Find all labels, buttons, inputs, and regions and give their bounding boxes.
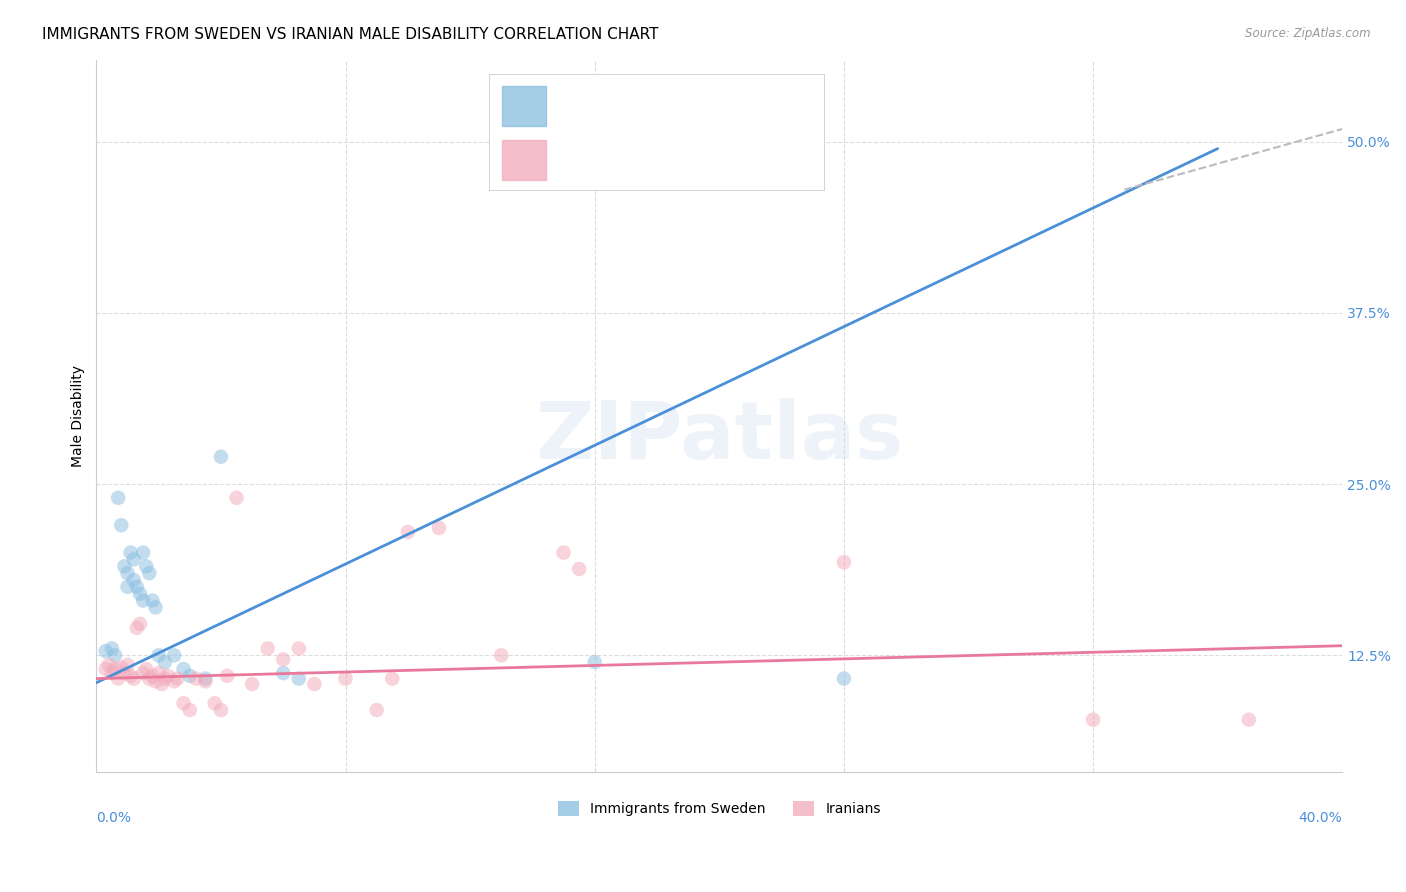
Point bbox=[366, 703, 388, 717]
Point bbox=[117, 580, 139, 594]
Point bbox=[506, 148, 529, 162]
Point bbox=[148, 666, 170, 681]
Point bbox=[225, 491, 247, 505]
Point bbox=[141, 669, 163, 683]
Text: ZIPatlas: ZIPatlas bbox=[536, 398, 904, 476]
Point bbox=[141, 593, 163, 607]
Point bbox=[138, 672, 160, 686]
Text: 0.0%: 0.0% bbox=[97, 811, 131, 825]
Point bbox=[173, 662, 195, 676]
Point bbox=[125, 580, 148, 594]
Point bbox=[1081, 713, 1104, 727]
Point bbox=[288, 672, 311, 686]
Point bbox=[271, 666, 294, 681]
Point bbox=[179, 703, 201, 717]
Point bbox=[194, 672, 217, 686]
Point bbox=[135, 559, 157, 574]
Point bbox=[271, 652, 294, 666]
Point bbox=[491, 648, 513, 663]
Point bbox=[112, 666, 135, 681]
Point bbox=[288, 641, 311, 656]
Point bbox=[122, 552, 145, 566]
Point bbox=[125, 621, 148, 635]
Point bbox=[112, 559, 135, 574]
Point bbox=[120, 669, 142, 683]
Point bbox=[568, 562, 591, 576]
Point bbox=[122, 672, 145, 686]
Point bbox=[153, 672, 176, 686]
Point bbox=[132, 593, 155, 607]
Point bbox=[150, 677, 173, 691]
Point bbox=[335, 672, 357, 686]
Point bbox=[194, 674, 217, 689]
Point bbox=[104, 648, 127, 663]
Y-axis label: Male Disability: Male Disability bbox=[72, 365, 86, 467]
Point bbox=[94, 644, 117, 658]
Point bbox=[381, 672, 404, 686]
Point bbox=[107, 491, 129, 505]
Point bbox=[97, 657, 120, 672]
Point bbox=[132, 666, 155, 681]
Point bbox=[129, 587, 152, 601]
Point bbox=[122, 573, 145, 587]
Point bbox=[145, 674, 167, 689]
Point bbox=[553, 546, 575, 560]
Point bbox=[209, 450, 232, 464]
Point bbox=[832, 672, 855, 686]
Point bbox=[153, 655, 176, 669]
Point bbox=[148, 648, 170, 663]
Point bbox=[145, 600, 167, 615]
Point bbox=[101, 666, 124, 681]
Point bbox=[204, 696, 226, 710]
Point bbox=[256, 641, 278, 656]
Point bbox=[163, 674, 186, 689]
Point bbox=[173, 696, 195, 710]
Point bbox=[240, 677, 263, 691]
Point bbox=[396, 524, 419, 539]
Legend: Immigrants from Sweden, Iranians: Immigrants from Sweden, Iranians bbox=[553, 796, 886, 822]
Point bbox=[166, 672, 188, 686]
Point bbox=[101, 641, 124, 656]
Text: Source: ZipAtlas.com: Source: ZipAtlas.com bbox=[1246, 27, 1371, 40]
Point bbox=[832, 555, 855, 569]
Point bbox=[138, 566, 160, 581]
Point bbox=[209, 703, 232, 717]
Point bbox=[217, 669, 239, 683]
Point bbox=[107, 672, 129, 686]
Point bbox=[156, 669, 179, 683]
Point bbox=[163, 648, 186, 663]
Point bbox=[117, 657, 139, 672]
Point bbox=[117, 566, 139, 581]
Text: 40.0%: 40.0% bbox=[1299, 811, 1343, 825]
Point bbox=[427, 521, 450, 535]
Point bbox=[184, 672, 207, 686]
Point bbox=[304, 677, 326, 691]
Point bbox=[94, 662, 117, 676]
Point bbox=[179, 669, 201, 683]
Point bbox=[132, 546, 155, 560]
Text: IMMIGRANTS FROM SWEDEN VS IRANIAN MALE DISABILITY CORRELATION CHART: IMMIGRANTS FROM SWEDEN VS IRANIAN MALE D… bbox=[42, 27, 658, 42]
Point bbox=[135, 662, 157, 676]
Point bbox=[104, 662, 127, 676]
Point bbox=[110, 660, 132, 674]
Point bbox=[583, 655, 606, 669]
Point bbox=[110, 518, 132, 533]
Point bbox=[120, 546, 142, 560]
Point bbox=[129, 616, 152, 631]
Point bbox=[1237, 713, 1260, 727]
